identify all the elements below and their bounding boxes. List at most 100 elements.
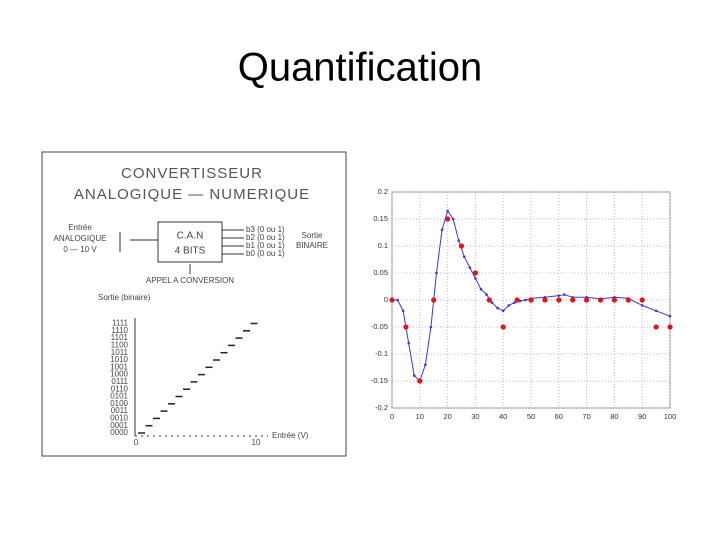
x-tick-label: 50 bbox=[527, 412, 535, 421]
signal-point bbox=[490, 301, 494, 305]
signal-point bbox=[440, 228, 444, 232]
quantized-point bbox=[556, 297, 562, 303]
input-label: 0 — 10 V bbox=[63, 245, 97, 254]
quantized-point bbox=[458, 243, 465, 249]
code-label: 1000 bbox=[110, 370, 128, 379]
code-label: 0010 bbox=[110, 414, 128, 423]
quantized-point bbox=[597, 297, 604, 303]
x-tick-label: 70 bbox=[582, 412, 590, 421]
signal-point bbox=[496, 306, 499, 310]
quantized-point bbox=[667, 324, 673, 330]
x-tick-label: 80 bbox=[610, 412, 618, 421]
staircase-x-start: 0 bbox=[134, 438, 139, 447]
quantized-point bbox=[653, 324, 659, 330]
quantized-point bbox=[472, 270, 478, 276]
signal-point bbox=[563, 293, 566, 296]
x-tick-label: 0 bbox=[390, 412, 394, 421]
y-tick-label: -0.1 bbox=[375, 349, 388, 358]
box-label: C.A.N bbox=[177, 231, 204, 242]
signal-point bbox=[462, 255, 466, 259]
signal-point bbox=[524, 298, 527, 302]
signal-point bbox=[468, 266, 472, 269]
signal-point bbox=[640, 304, 644, 307]
bit-label: b1 (0 ou 1) bbox=[246, 241, 285, 250]
code-label: 0011 bbox=[111, 406, 129, 415]
code-label: 0111 bbox=[111, 377, 128, 386]
adc-diagram: CONVERTISSEUR ANALOGIQUE — NUMERIQUE Ent… bbox=[54, 165, 328, 447]
input-label: Entrée bbox=[68, 223, 92, 232]
signal-point bbox=[474, 277, 477, 280]
signal-point bbox=[424, 363, 427, 367]
quantized-point bbox=[584, 297, 590, 303]
code-label: 1101 bbox=[111, 333, 129, 342]
signal-point bbox=[507, 304, 511, 307]
diagram-frame bbox=[41, 151, 347, 457]
signal-point bbox=[407, 341, 410, 345]
code-label: 0110 bbox=[111, 384, 129, 393]
signal-point bbox=[429, 325, 433, 329]
x-tick-label: 20 bbox=[443, 412, 451, 421]
x-tick-label: 60 bbox=[555, 412, 563, 421]
quantized-point bbox=[611, 297, 618, 303]
bit-label: b0 (0 ou 1) bbox=[246, 249, 285, 258]
code-label: 0101 bbox=[110, 392, 128, 401]
signal-point bbox=[654, 309, 658, 313]
x-tick-label: 100 bbox=[664, 412, 677, 421]
y-tick-label: -0.15 bbox=[371, 376, 388, 385]
x-tick-label: 10 bbox=[416, 412, 424, 421]
trigger-label: APPEL A CONVERSION bbox=[146, 276, 234, 285]
diagram-title: ANALOGIQUE — NUMERIQUE bbox=[74, 186, 310, 203]
quantized-point bbox=[431, 297, 437, 303]
bit-label: b3 (0 ou 1) bbox=[246, 225, 285, 234]
output-label: BINAIRE bbox=[296, 241, 328, 250]
quantized-point bbox=[389, 297, 395, 303]
quantized-point bbox=[403, 324, 409, 330]
quantized-point bbox=[514, 297, 520, 303]
code-label: 0100 bbox=[110, 399, 128, 408]
quantized-point bbox=[625, 297, 631, 303]
x-tick-label: 30 bbox=[471, 412, 479, 421]
quantized-point bbox=[528, 297, 534, 303]
code-label: 0001 bbox=[110, 421, 128, 430]
code-label: 1111 bbox=[112, 319, 129, 328]
quantized-point bbox=[486, 297, 492, 303]
adc-box bbox=[157, 221, 223, 263]
signal-point bbox=[401, 309, 405, 313]
signal-point bbox=[435, 271, 438, 275]
slide-title: Quantification bbox=[238, 46, 483, 90]
quantized-point bbox=[500, 324, 506, 330]
signal-point bbox=[668, 314, 672, 318]
staircase-x-label: Entrée (V) bbox=[272, 431, 309, 440]
signal-point bbox=[513, 301, 516, 305]
signal-point bbox=[501, 309, 505, 313]
quantized-point bbox=[445, 216, 451, 222]
staircase-x-end: 10 bbox=[252, 438, 261, 447]
quantized-point bbox=[542, 297, 548, 303]
signal-point bbox=[479, 287, 483, 291]
y-tick-label: 0.15 bbox=[373, 214, 388, 223]
signal-point bbox=[446, 209, 449, 213]
output-label: Sortie bbox=[302, 231, 323, 240]
quantized-point bbox=[570, 297, 576, 303]
x-tick-label: 90 bbox=[638, 412, 646, 421]
x-tick-label: 40 bbox=[499, 412, 507, 421]
bit-label: b2 (0 ou 1) bbox=[246, 233, 285, 242]
signal-point bbox=[396, 298, 399, 302]
input-label: ANALOGIQUE bbox=[54, 234, 107, 243]
box-label: 4 BITS bbox=[175, 246, 206, 257]
y-tick-label: 0.1 bbox=[378, 241, 388, 250]
y-tick-label: 0 bbox=[384, 295, 388, 304]
y-tick-label: -0.05 bbox=[371, 322, 388, 331]
signal-point bbox=[412, 374, 416, 377]
y-tick-label: 0.05 bbox=[373, 268, 388, 277]
code-label: 1011 bbox=[111, 348, 129, 357]
y-tick-label: 0.2 bbox=[378, 187, 388, 196]
quantized-point bbox=[639, 297, 645, 303]
code-label: 1110 bbox=[111, 326, 128, 335]
code-label: 1100 bbox=[111, 341, 129, 350]
diagram-title: CONVERTISSEUR bbox=[121, 165, 263, 182]
signal-point bbox=[457, 239, 461, 242]
quantized-point bbox=[417, 378, 423, 384]
